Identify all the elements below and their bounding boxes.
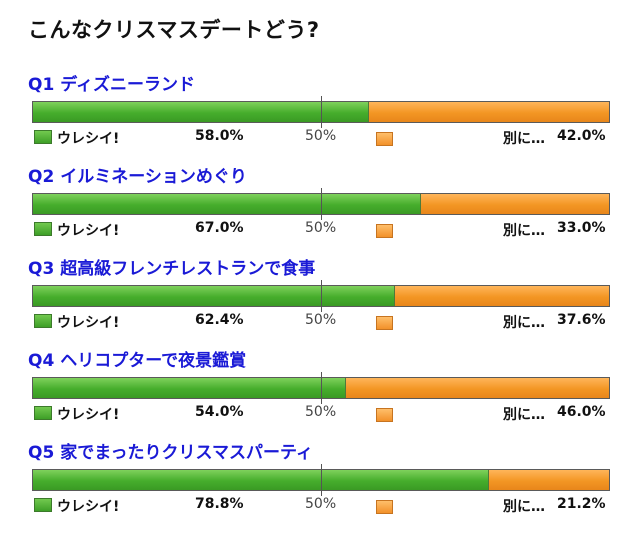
legend-label-a: ウレシイ! (57, 315, 120, 331)
bar-segment-b (487, 470, 609, 490)
fifty-percent-label: 50% (305, 404, 337, 420)
legend-row: ウレシイ! 67.0% 50% 別に… 33.0% (0, 219, 640, 239)
legend-row: ウレシイ! 54.0% 50% 別に… 46.0% (0, 403, 640, 423)
fifty-percent-line (321, 96, 322, 128)
legend-label-a: ウレシイ! (57, 407, 120, 423)
question-title: Q2 イルミネーションめぐり (28, 167, 247, 187)
value-label-a: 54.0% (195, 404, 244, 420)
value-label-b: 21.2% (557, 496, 606, 512)
value-label-a: 67.0% (195, 220, 244, 236)
legend-swatch-b (376, 316, 393, 330)
legend-swatch-b (376, 500, 393, 514)
question-title: Q5 家でまったりクリスマスパーティ (28, 443, 313, 463)
fifty-percent-label: 50% (305, 496, 337, 512)
value-label-b: 46.0% (557, 404, 606, 420)
legend-label-b: 別に… (503, 407, 545, 423)
legend-row: ウレシイ! 58.0% 50% 別に… 42.0% (0, 127, 640, 147)
legend-swatch-a (34, 498, 52, 512)
fifty-percent-label: 50% (305, 220, 337, 236)
value-label-b: 33.0% (557, 220, 606, 236)
bar-segment-a (33, 378, 347, 398)
fifty-percent-line (321, 464, 322, 496)
legend-swatch-a (34, 130, 52, 144)
question-title: Q3 超高級フレンチレストランで食事 (28, 259, 316, 279)
legend-swatch-b (376, 408, 393, 422)
bar-segment-a (33, 194, 422, 214)
chart-title: こんなクリスマスデートどう? (28, 18, 320, 42)
legend-label-b: 別に… (503, 499, 545, 515)
bar-segment-b (367, 102, 609, 122)
legend-label-a: ウレシイ! (57, 223, 120, 239)
legend-label-b: 別に… (503, 223, 545, 239)
fifty-percent-line (321, 188, 322, 220)
value-label-a: 58.0% (195, 128, 244, 144)
bar-segment-a (33, 102, 370, 122)
legend-swatch-a (34, 406, 52, 420)
question-title: Q1 ディズニーランド (28, 75, 196, 95)
legend-label-b: 別に… (503, 131, 545, 147)
bar-segment-b (392, 286, 609, 306)
value-label-a: 78.8% (195, 496, 244, 512)
legend-swatch-b (376, 132, 393, 146)
bar-segment-b (344, 378, 609, 398)
legend-label-a: ウレシイ! (57, 131, 120, 147)
fifty-percent-line (321, 280, 322, 312)
legend-label-b: 別に… (503, 315, 545, 331)
legend-swatch-b (376, 224, 393, 238)
bar-segment-b (419, 194, 609, 214)
question-title: Q4 ヘリコプターで夜景鑑賞 (28, 351, 247, 371)
legend-row: ウレシイ! 62.4% 50% 別に… 37.6% (0, 311, 640, 331)
value-label-b: 42.0% (557, 128, 606, 144)
fifty-percent-label: 50% (305, 312, 337, 328)
fifty-percent-label: 50% (305, 128, 337, 144)
legend-row: ウレシイ! 78.8% 50% 別に… 21.2% (0, 495, 640, 515)
value-label-a: 62.4% (195, 312, 244, 328)
legend-label-a: ウレシイ! (57, 499, 120, 515)
bar-segment-a (33, 286, 395, 306)
legend-swatch-a (34, 314, 52, 328)
bar-segment-a (33, 470, 490, 490)
value-label-b: 37.6% (557, 312, 606, 328)
legend-swatch-a (34, 222, 52, 236)
fifty-percent-line (321, 372, 322, 404)
